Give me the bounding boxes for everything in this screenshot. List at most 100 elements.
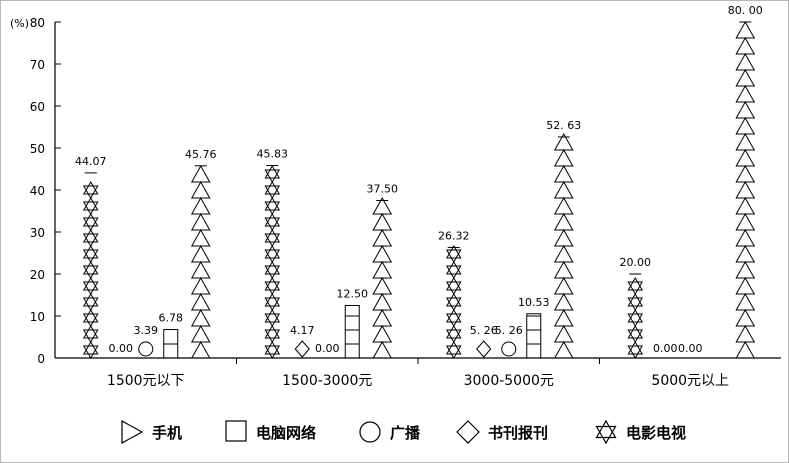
triangle-icon [372, 293, 392, 311]
bar-star-1 [264, 165, 280, 359]
diamond-icon [294, 340, 310, 358]
triangle-icon [554, 213, 574, 231]
y-tick-label: 40 [30, 184, 45, 198]
triangle-icon [735, 21, 755, 39]
star-icon [627, 309, 643, 327]
triangle-icon [372, 341, 392, 359]
legend-item-triangle: 手机 [121, 419, 182, 445]
data-label: 37.50 [367, 183, 399, 196]
star-icon [446, 325, 462, 343]
triangle-icon [191, 229, 211, 247]
star-icon [446, 293, 462, 311]
triangle-icon [191, 277, 211, 295]
y-tick-label: 80 [30, 16, 45, 30]
triangle-icon [735, 197, 755, 215]
star-icon [264, 245, 280, 263]
y-tick-label: 30 [30, 226, 45, 240]
bar-diamond-2 [476, 340, 492, 358]
legend-label: 电影电视 [626, 424, 686, 442]
triangle-icon [554, 165, 574, 183]
star-icon [264, 181, 280, 199]
legend-item-square: 电脑网络 [225, 420, 316, 442]
triangle-icon [554, 341, 574, 359]
y-unit-label: (%) [10, 17, 29, 30]
triangle-icon [372, 277, 392, 295]
data-label: 12.50 [337, 288, 369, 301]
y-tick-label: 10 [30, 310, 45, 324]
triangle-icon [191, 197, 211, 215]
bar-circle-2 [501, 341, 517, 357]
star-icon [83, 229, 99, 247]
triangle-icon [554, 133, 574, 151]
data-label: 0.00 [678, 342, 703, 355]
legend-label: 手机 [152, 424, 182, 442]
star-icon [264, 293, 280, 311]
triangle-icon [191, 261, 211, 279]
bar-triangle-0 [191, 165, 211, 359]
x-tick-label: 1500-3000元 [282, 373, 372, 389]
y-tick-label: 0 [37, 352, 45, 366]
data-label: 20.00 [620, 256, 652, 269]
star-icon [83, 341, 99, 359]
triangle-icon [372, 261, 392, 279]
bar-circle-0 [138, 341, 154, 357]
star-icon [83, 197, 99, 215]
data-label: 45.83 [257, 148, 289, 161]
triangle-icon [735, 309, 755, 327]
triangle-icon [735, 85, 755, 103]
y-tick-label: 70 [30, 58, 45, 72]
triangle-icon [735, 69, 755, 87]
data-label: 5. 26 [495, 324, 523, 337]
data-label: 52. 63 [546, 119, 581, 132]
legend-item-diamond: 书刊报刊 [456, 420, 548, 444]
triangle-icon [191, 309, 211, 327]
data-label: 4.17 [290, 324, 315, 337]
legend-item-circle: 广播 [359, 421, 421, 443]
star-icon [264, 213, 280, 231]
star-icon [446, 309, 462, 327]
triangle-icon [554, 325, 574, 343]
triangle-icon [735, 341, 755, 359]
triangle-icon [554, 261, 574, 279]
data-label: 26.32 [438, 229, 470, 242]
bar-star-3 [627, 273, 643, 359]
y-tick-label: 50 [30, 142, 45, 156]
x-tick-label: 1500元以下 [107, 373, 185, 389]
star-icon [446, 245, 462, 263]
triangle-icon [372, 245, 392, 263]
triangle-icon [735, 229, 755, 247]
triangle-icon [735, 101, 755, 119]
star-icon [446, 261, 462, 279]
bar-rect [344, 305, 360, 359]
star-icon [83, 277, 99, 295]
x-tick-label: 3000-5000元 [464, 373, 554, 389]
triangle-icon [554, 149, 574, 167]
triangle-icon [191, 293, 211, 311]
triangle-icon [191, 245, 211, 263]
data-label: 0.00 [109, 342, 134, 355]
data-label: 10.53 [518, 296, 550, 309]
star-icon [264, 229, 280, 247]
triangle-icon [191, 213, 211, 231]
triangle-icon [735, 149, 755, 167]
bar-star-0 [83, 172, 99, 359]
legend-item-star: 电影电视 [595, 419, 686, 445]
diamond-icon [476, 340, 492, 358]
data-label: 80. 00 [728, 4, 763, 17]
star-icon [83, 293, 99, 311]
triangle-icon [191, 325, 211, 343]
bar-diamond-1 [294, 340, 310, 358]
data-label: 0.00 [315, 342, 340, 355]
legend-diamond-icon [456, 420, 480, 444]
bar-square-2 [526, 313, 542, 359]
data-label: 44.07 [75, 155, 107, 168]
bar-triangle-2 [554, 133, 574, 359]
bar-triangle-1 [372, 197, 392, 359]
triangle-icon [735, 181, 755, 199]
star-icon [83, 261, 99, 279]
triangle-icon [735, 37, 755, 55]
legend-label: 广播 [390, 424, 421, 442]
star-icon [264, 197, 280, 215]
